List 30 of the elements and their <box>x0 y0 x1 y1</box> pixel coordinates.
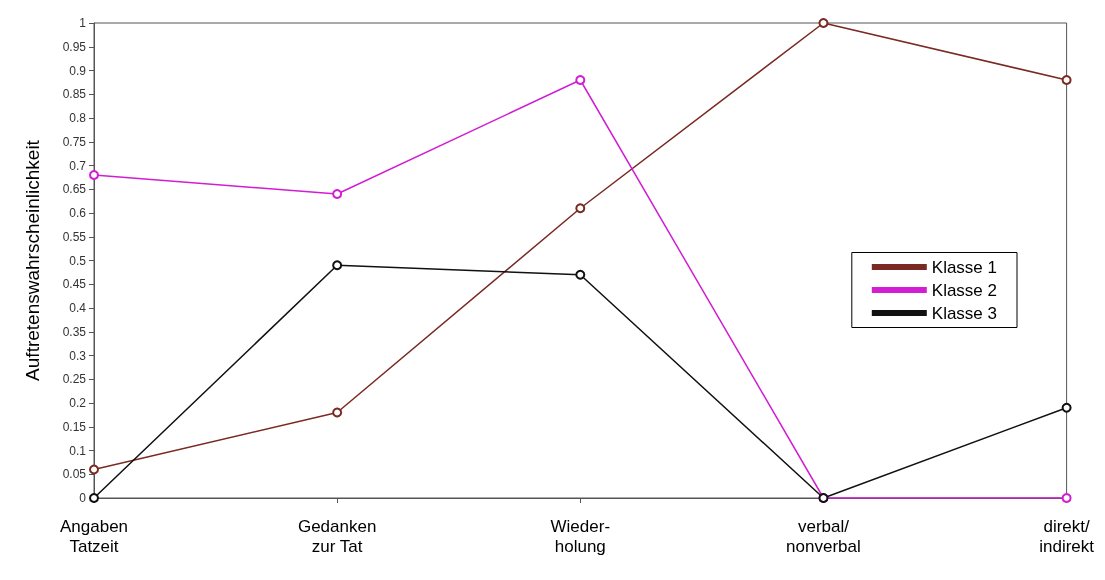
y-tick-label: 0.2 <box>69 396 87 410</box>
legend-label: Klasse 1 <box>931 257 997 277</box>
y-tick-label: 0 <box>79 491 87 505</box>
y-tick-label: 0.15 <box>62 419 87 434</box>
y-tick-label: 1 <box>79 16 87 30</box>
y-tick-label: 0.25 <box>62 372 87 387</box>
x-tick-label: verbal/ nonverbal <box>786 516 861 556</box>
y-tick-label: 0.85 <box>62 87 87 102</box>
y-tick-label: 0.45 <box>62 277 87 292</box>
y-tick-label: 0.3 <box>69 348 87 363</box>
y-tick-label: 0.1 <box>69 443 87 458</box>
x-tick-label: Wieder- holung <box>550 516 611 556</box>
y-axis-title: Auftretenswahrscheinlichkeit <box>22 139 43 381</box>
y-tick-label: 0.55 <box>62 229 87 244</box>
legend-label: Klasse 2 <box>931 280 997 300</box>
legend-label: Klasse 3 <box>931 303 997 323</box>
y-tick-label: 0.75 <box>62 134 87 149</box>
y-tick-label: 0.35 <box>62 324 87 339</box>
y-tick-label: 0.05 <box>62 467 87 482</box>
x-tick-label: direkt/ indirekt <box>1039 516 1095 556</box>
y-tick-label: 0.6 <box>69 206 87 220</box>
y-tick-label: 0.8 <box>69 111 87 125</box>
x-tick-label: Angaben Tatzeit <box>59 516 129 556</box>
y-tick-label: 0.65 <box>62 182 87 197</box>
y-tick-label: 0.95 <box>62 39 87 54</box>
y-tick-label: 0.9 <box>69 63 87 78</box>
x-tick-label: Gedanken zur Tat <box>297 516 377 556</box>
y-tick-label: 0.4 <box>69 301 87 315</box>
y-tick-label: 0.7 <box>69 158 87 173</box>
y-tick-label: 0.5 <box>69 253 87 268</box>
